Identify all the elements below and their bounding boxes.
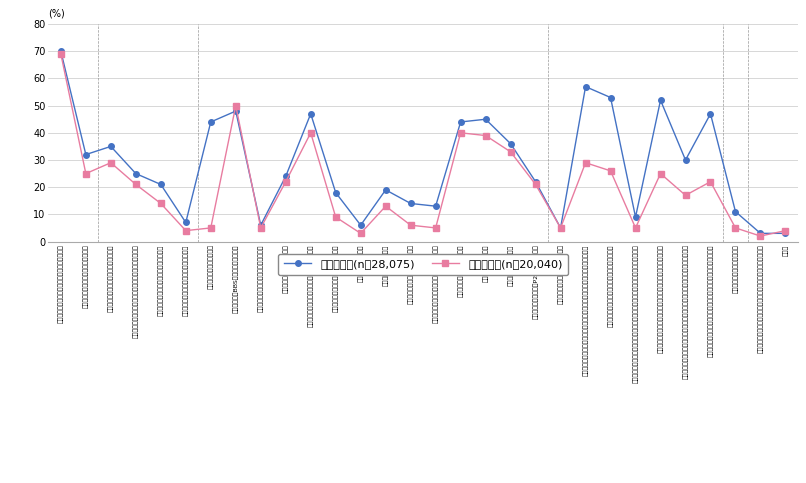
Text: (%): (%) bbox=[48, 9, 65, 19]
Legend: 家庭内全体(n＝28,075), 家庭外全体(n＝20,040): 家庭内全体(n＝28,075), 家庭外全体(n＝20,040) bbox=[278, 254, 568, 275]
